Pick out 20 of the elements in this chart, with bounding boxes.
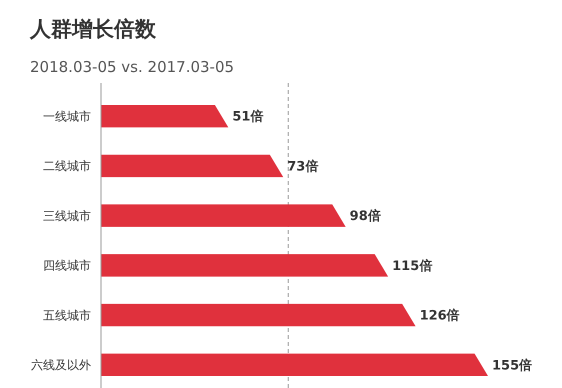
bar — [101, 254, 388, 277]
data-label: 51倍 — [232, 108, 264, 125]
data-label: 73倍 — [287, 158, 318, 174]
y-tick-label: 五线城市 — [43, 308, 91, 322]
chart-title: 人群增长倍数 — [29, 17, 157, 41]
bar — [101, 354, 488, 376]
data-label: 155倍 — [492, 357, 532, 374]
y-tick-label: 二线城市 — [43, 159, 91, 174]
bar — [101, 154, 284, 178]
data-label: 115倍 — [392, 258, 432, 274]
chart-subtitle: 2018.03-05 vs. 2017.03-05 — [30, 58, 234, 76]
data-label: 98倍 — [350, 208, 381, 224]
y-tick-label: 一线城市 — [43, 109, 91, 124]
bar — [101, 204, 346, 227]
y-tick-label: 六线及以外 — [31, 358, 91, 372]
bar — [101, 104, 228, 128]
y-tick-label: 三线城市 — [43, 208, 91, 223]
data-label: 126倍 — [420, 308, 460, 324]
bar — [101, 304, 416, 326]
y-tick-label: 四线城市 — [43, 258, 91, 273]
